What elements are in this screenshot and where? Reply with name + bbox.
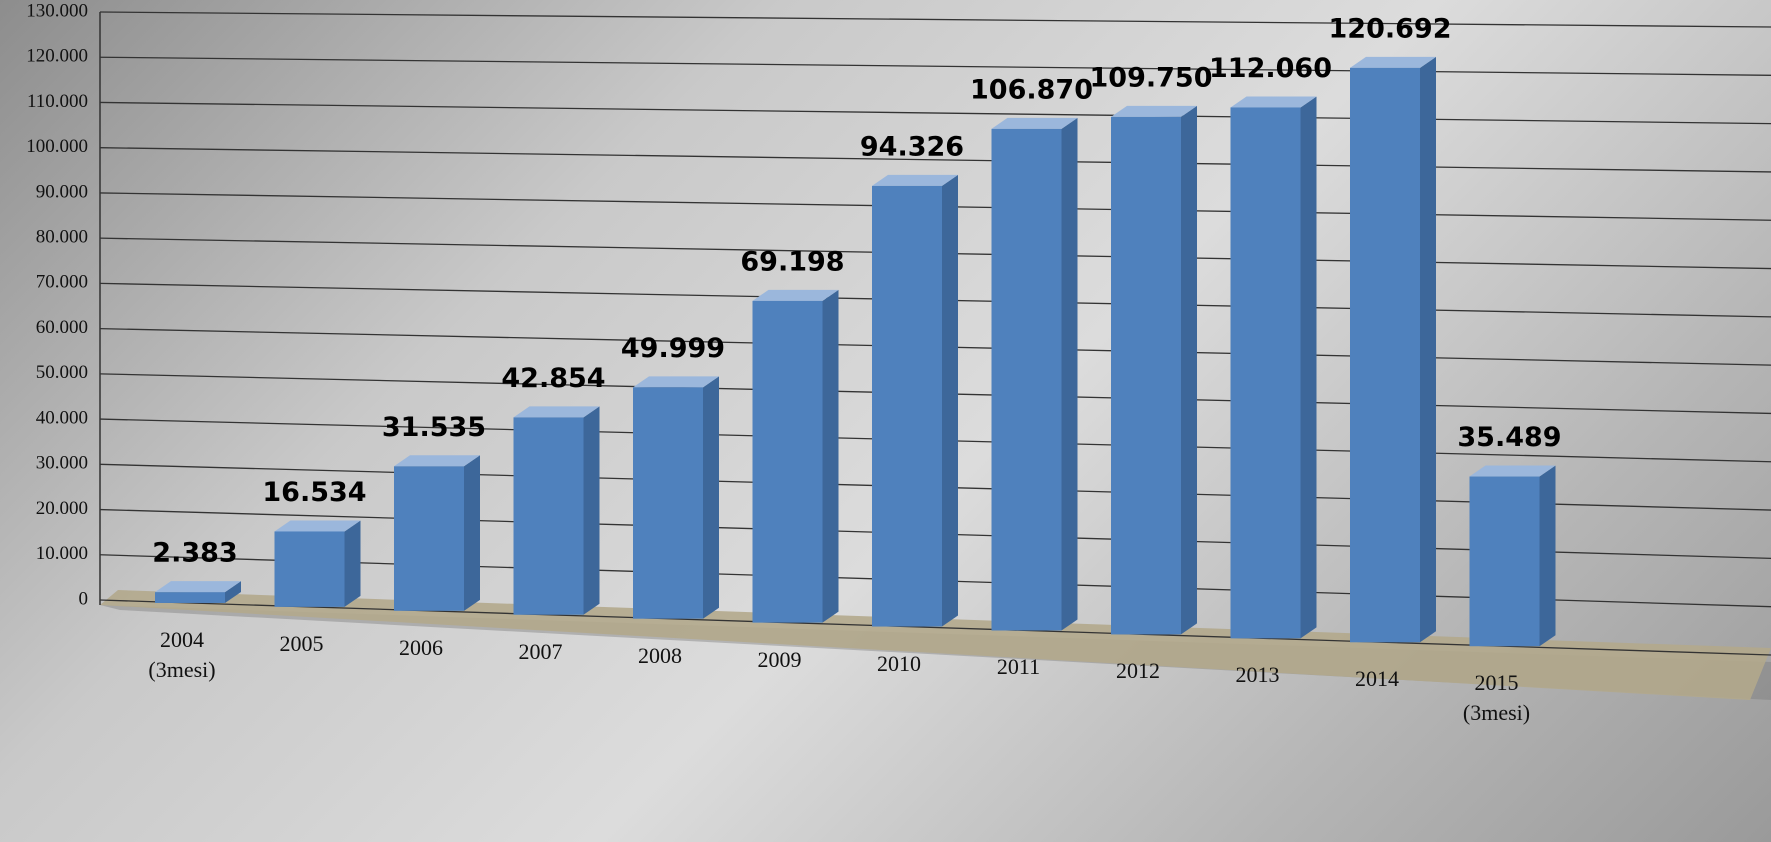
bar-side — [822, 289, 839, 623]
y-tick-label: 90.000 — [36, 181, 88, 202]
bar-side — [1420, 56, 1436, 643]
x-tick-label: 2012 — [1116, 658, 1160, 684]
bar-top — [1111, 105, 1197, 117]
bar-top — [513, 406, 600, 418]
x-tick-label: 2014 — [1355, 666, 1399, 692]
floor — [100, 590, 1771, 700]
bar — [394, 466, 464, 611]
bar-top — [633, 376, 719, 388]
bar-top — [1230, 96, 1317, 108]
x-tick-label: 2004 (3mesi) — [148, 626, 216, 682]
value-label: 35.489 — [1457, 422, 1561, 453]
y-tick-label: 20.000 — [36, 498, 88, 519]
bar — [155, 592, 225, 603]
bar-top — [752, 289, 839, 301]
bar-top — [872, 174, 958, 186]
bar — [1230, 107, 1301, 639]
bar-top — [1469, 465, 1556, 477]
bar-side — [225, 581, 241, 603]
x-tick-label: 2008 — [638, 642, 682, 668]
bar-side — [583, 406, 600, 615]
y-tick-label: 30.000 — [36, 453, 88, 474]
bar — [752, 300, 823, 623]
bar — [274, 531, 345, 607]
bar — [513, 417, 584, 615]
value-label: 106.870 — [970, 74, 1093, 105]
grid-line — [99, 101, 1771, 125]
x-tick-label: 2013 — [1235, 662, 1280, 688]
value-label: 42.854 — [501, 363, 605, 394]
bar-side — [1181, 105, 1197, 635]
grid-line — [99, 147, 1771, 173]
x-tick-label: 2010 — [877, 650, 921, 676]
bar — [633, 387, 703, 619]
bar — [1469, 476, 1540, 647]
bar — [1350, 67, 1420, 643]
x-tick-label: 2009 — [757, 646, 802, 672]
bar-side — [1539, 465, 1556, 647]
bar-side — [1300, 96, 1317, 639]
y-tick-label: 60.000 — [36, 317, 88, 338]
value-label: 2.383 — [152, 538, 237, 569]
x-tick-label: 2015 (3mesi) — [1462, 670, 1531, 726]
value-label: 120.692 — [1329, 13, 1452, 44]
y-tick-label: 70.000 — [36, 272, 88, 293]
value-label: 112.060 — [1209, 53, 1332, 84]
bar-top — [991, 117, 1078, 129]
bar-side — [1061, 117, 1078, 631]
y-tick-label: 0 — [79, 588, 89, 609]
bar-side — [344, 520, 361, 607]
y-tick-label: 110.000 — [27, 91, 88, 112]
y-tick-label: 130.000 — [26, 0, 88, 21]
bar — [1111, 116, 1181, 635]
y-tick-label: 40.000 — [36, 407, 88, 428]
grid-line — [99, 56, 1771, 76]
value-label: 94.326 — [860, 131, 964, 162]
y-tick-label: 120.000 — [26, 46, 88, 67]
value-label: 109.750 — [1090, 62, 1213, 93]
bar-top — [274, 520, 361, 532]
bar-top — [155, 581, 241, 593]
bar-side — [464, 455, 480, 611]
value-label: 31.535 — [382, 412, 486, 443]
bar-top — [394, 455, 480, 467]
x-tick-label: 2011 — [996, 654, 1041, 680]
value-label: 49.999 — [621, 333, 725, 364]
y-tick-label: 50.000 — [36, 362, 88, 383]
grid-line — [99, 11, 1771, 28]
bar-side — [703, 376, 719, 619]
y-tick-label: 80.000 — [36, 227, 88, 248]
y-tick-label: 100.000 — [26, 136, 88, 157]
bar — [991, 128, 1062, 631]
bar-top — [1350, 56, 1436, 68]
bar-side — [942, 174, 958, 627]
value-label: 69.198 — [740, 246, 844, 277]
x-tick-label: 2006 — [399, 634, 443, 660]
bar — [872, 185, 942, 627]
x-tick-label: 2005 — [279, 630, 324, 656]
x-tick-label: 2007 — [518, 638, 563, 664]
value-label: 16.534 — [262, 477, 366, 508]
y-tick-label: 10.000 — [36, 543, 88, 564]
